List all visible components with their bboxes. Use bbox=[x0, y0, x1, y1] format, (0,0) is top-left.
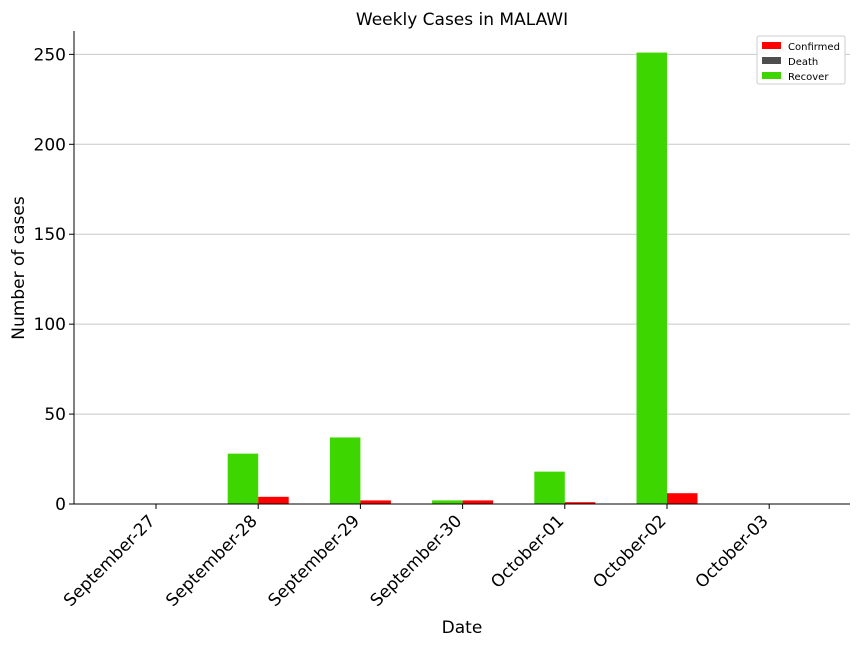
chart-title: Weekly Cases in MALAWI bbox=[356, 10, 568, 30]
y-tick-label: 250 bbox=[34, 45, 66, 65]
x-axis-title: Date bbox=[442, 618, 483, 638]
legend-swatch-recover bbox=[762, 72, 781, 79]
x-tick-label: September-27 bbox=[60, 511, 159, 610]
y-tick-label: 0 bbox=[55, 495, 66, 515]
gridlines bbox=[74, 53, 850, 415]
y-tick-label: 200 bbox=[34, 135, 66, 155]
bar-confirmed bbox=[462, 500, 494, 504]
legend-swatch-confirmed bbox=[762, 42, 781, 49]
legend-label-death: Death bbox=[788, 57, 818, 68]
bars bbox=[227, 52, 698, 504]
bar-confirmed bbox=[360, 500, 391, 504]
bar-confirmed bbox=[564, 502, 596, 504]
x-tick-label: September-28 bbox=[162, 511, 261, 610]
y-tick-label: 100 bbox=[34, 315, 66, 335]
x-tick-label: September-29 bbox=[264, 511, 363, 610]
legend-swatch-death bbox=[762, 57, 781, 64]
axes bbox=[73, 31, 850, 505]
y-ticks: 0 50 100 150 200 250 bbox=[34, 45, 74, 515]
bar-confirmed bbox=[258, 496, 289, 504]
bar-recover bbox=[329, 437, 361, 504]
x-tick-label: October-01 bbox=[487, 511, 568, 592]
legend-label-recover: Recover bbox=[788, 72, 829, 83]
bar-recover bbox=[227, 453, 259, 504]
legend: Confirmed Death Recover bbox=[756, 35, 846, 85]
y-axis-title: Number of cases bbox=[9, 196, 29, 340]
x-tick-label: October-03 bbox=[692, 511, 773, 592]
bar-recover bbox=[534, 471, 565, 504]
bar-recover bbox=[432, 500, 463, 504]
bar-recover bbox=[636, 52, 667, 504]
legend-label-confirmed: Confirmed bbox=[788, 42, 840, 53]
x-tick-label: September-30 bbox=[367, 511, 466, 610]
bar-confirmed bbox=[667, 493, 698, 504]
x-ticks: September-27 September-28 September-29 Sept… bbox=[60, 504, 773, 611]
y-tick-label: 150 bbox=[34, 225, 66, 245]
y-tick-label: 50 bbox=[44, 405, 66, 425]
x-tick-label: October-02 bbox=[589, 511, 670, 592]
